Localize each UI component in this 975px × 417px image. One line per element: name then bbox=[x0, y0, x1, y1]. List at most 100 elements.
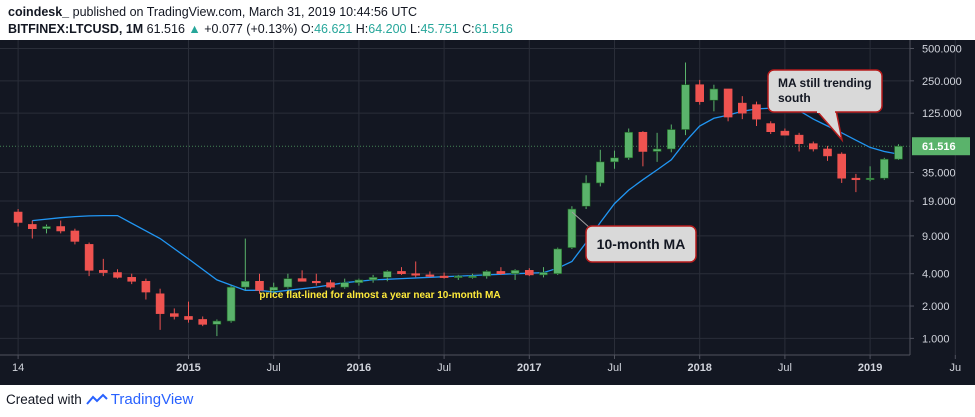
candle-body bbox=[823, 148, 832, 157]
time-tick-label: 14 bbox=[12, 362, 24, 374]
time-tick-label: Jul bbox=[607, 362, 621, 374]
price-axis[interactable]: 500.000 250.000 125.000 35.000 19.000 9.000 4.… bbox=[909, 40, 970, 355]
time-tick-label: 2017 bbox=[517, 362, 541, 374]
candle-body bbox=[141, 280, 151, 293]
candle-body bbox=[113, 272, 122, 278]
candle-body bbox=[27, 224, 37, 229]
candle-body bbox=[851, 177, 861, 181]
high-label: H: bbox=[355, 22, 369, 36]
price-tick-label: 19.000 bbox=[922, 196, 956, 208]
candle-body bbox=[382, 271, 392, 278]
candle-body bbox=[610, 157, 619, 163]
candle-body bbox=[539, 272, 548, 276]
open-label: O: bbox=[300, 22, 315, 36]
candle-body bbox=[99, 270, 108, 273]
candle-body bbox=[13, 211, 23, 223]
candle-body bbox=[709, 88, 719, 101]
candle-body bbox=[198, 319, 207, 325]
price-chart[interactable]: 500.000 250.000 125.000 35.000 19.000 9.000 4.… bbox=[0, 40, 975, 385]
candle-body bbox=[496, 271, 506, 275]
candle-body bbox=[510, 270, 520, 275]
time-axis[interactable]: 14 2015 Jul 2016 Jul 2017 Jul 2018 Jul 2019 Ju bbox=[0, 354, 961, 374]
candle-body bbox=[127, 277, 136, 282]
candle-body bbox=[638, 131, 648, 152]
candle-body bbox=[737, 102, 747, 114]
candle-body bbox=[397, 271, 406, 275]
symbol-label[interactable]: BITFINEX:LTCUSD, 1M bbox=[8, 22, 144, 36]
up-arrow-icon: ▲ bbox=[188, 22, 201, 36]
candle-body bbox=[269, 286, 279, 291]
candle-body bbox=[567, 208, 577, 248]
candle-body bbox=[439, 275, 449, 278]
price-tick-label: 1.000 bbox=[922, 333, 950, 345]
publish-line: coindesk_ published on TradingView.com, … bbox=[8, 4, 968, 21]
candle-body bbox=[297, 278, 307, 282]
ohlc-line: BITFINEX:LTCUSD, 1M 61.516 ▲ +0.077 (+0.… bbox=[8, 21, 968, 38]
candle-body bbox=[794, 134, 804, 144]
candle-body bbox=[624, 131, 634, 159]
candle-body bbox=[340, 282, 350, 288]
candle-body bbox=[595, 161, 605, 184]
candle-body bbox=[468, 275, 477, 278]
candle-body bbox=[553, 248, 563, 275]
publisher-name[interactable]: coindesk_ bbox=[8, 5, 70, 19]
high-value: 64.200 bbox=[368, 22, 407, 36]
candle-body bbox=[681, 84, 690, 130]
time-tick-label: 2016 bbox=[347, 362, 371, 374]
low-label: L: bbox=[410, 22, 421, 36]
candle-body bbox=[283, 278, 293, 288]
candle-body bbox=[752, 104, 761, 120]
time-tick-label: 2015 bbox=[176, 362, 200, 374]
candle-body bbox=[425, 274, 435, 277]
tradingview-logo-icon bbox=[86, 393, 108, 405]
time-tick-label: Jul bbox=[778, 362, 792, 374]
candle-body bbox=[255, 280, 264, 291]
candle-body bbox=[652, 148, 662, 152]
candle-body bbox=[56, 226, 66, 232]
ma-callout-text: 10-month MA bbox=[597, 236, 686, 252]
current-price-label: 61.516 bbox=[922, 141, 956, 153]
price-tick-label: 9.000 bbox=[922, 231, 950, 243]
candle-body bbox=[311, 280, 321, 284]
candle-body bbox=[42, 226, 51, 229]
candle-body bbox=[524, 270, 534, 276]
candle-body bbox=[241, 280, 250, 288]
ma-callout-box bbox=[585, 225, 697, 263]
tradingview-brand[interactable]: TradingView bbox=[110, 391, 194, 408]
ma-callout: 10-month MA bbox=[571, 211, 697, 263]
price-change: +0.077 (+0.13%) bbox=[204, 22, 298, 36]
candles-layer bbox=[13, 62, 903, 337]
price-tick-label: 250.000 bbox=[922, 76, 962, 88]
candle-body bbox=[695, 84, 705, 102]
candle-body bbox=[780, 130, 790, 136]
current-price-badge bbox=[912, 137, 970, 156]
price-tick-label: 125.000 bbox=[922, 108, 962, 120]
ma-callout-pointer bbox=[571, 211, 591, 229]
time-tick-label: Jul bbox=[267, 362, 281, 374]
candle-body bbox=[894, 145, 903, 160]
candle-body bbox=[411, 273, 421, 276]
last-price: 61.516 bbox=[146, 22, 185, 36]
time-tick-label: Jul bbox=[437, 362, 451, 374]
south-callout-join bbox=[817, 108, 835, 113]
candle-body bbox=[865, 177, 875, 180]
price-tick-label: 2.000 bbox=[922, 301, 950, 313]
flat-annotation: price flat-lined for almost a year near … bbox=[259, 290, 500, 301]
candle-body bbox=[226, 286, 236, 322]
time-tick-label: 2019 bbox=[858, 362, 882, 374]
price-tick-label: 500.000 bbox=[922, 44, 962, 56]
footer: Created with TradingView bbox=[6, 391, 193, 408]
price-tick-label: 4.000 bbox=[922, 269, 950, 281]
close-label: C: bbox=[462, 22, 475, 36]
price-tick-label: 35.000 bbox=[922, 168, 956, 180]
time-tick-label: 2018 bbox=[687, 362, 711, 374]
candle-body bbox=[453, 275, 463, 278]
candle-body bbox=[766, 123, 776, 133]
candle-body bbox=[879, 158, 889, 179]
candle-body bbox=[723, 88, 733, 118]
candle-body bbox=[155, 293, 165, 314]
candle-body bbox=[666, 129, 676, 150]
time-tick-label: Ju bbox=[949, 362, 961, 374]
candle-body bbox=[482, 271, 492, 277]
chart-header: coindesk_ published on TradingView.com, … bbox=[8, 4, 968, 38]
